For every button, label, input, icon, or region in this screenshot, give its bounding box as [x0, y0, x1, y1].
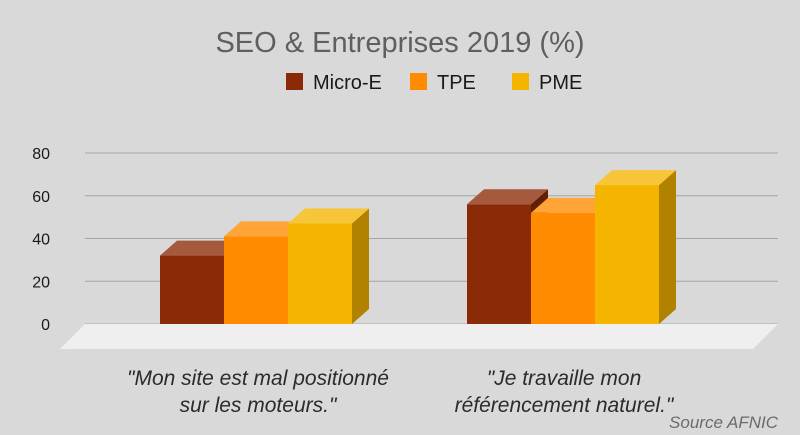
chart-floor	[60, 324, 778, 349]
legend-item: Micro-E	[286, 72, 382, 94]
legend-item: PME	[512, 72, 582, 94]
x-category-label: sur les moteurs."	[180, 394, 338, 417]
legend-swatch	[410, 73, 427, 90]
legend-label: TPE	[437, 72, 476, 94]
bar-side	[659, 170, 676, 324]
y-tick-label: 80	[32, 146, 50, 163]
y-tick-label: 0	[41, 317, 50, 334]
bar-front	[160, 255, 224, 324]
bar-top	[224, 221, 305, 237]
chart-title: SEO & Entreprises 2019 (%)	[215, 27, 584, 59]
legend: Micro-E TPE PME	[286, 72, 582, 94]
legend-label: Micro-E	[313, 72, 382, 94]
legend-swatch	[286, 73, 303, 90]
floor-plane	[60, 324, 778, 349]
source-note: Source AFNIC	[669, 413, 779, 432]
legend-swatch	[512, 73, 529, 90]
bar-front	[595, 185, 659, 324]
x-axis: "Mon site est mal positionné sur les mote…	[127, 367, 675, 417]
y-tick-label: 20	[32, 274, 50, 291]
bar-top	[467, 189, 548, 205]
legend-item: TPE	[410, 72, 476, 94]
bar-side	[352, 208, 369, 324]
bar	[288, 208, 369, 324]
y-tick-label: 60	[32, 189, 50, 206]
bars	[160, 170, 676, 324]
y-tick-label: 40	[32, 232, 50, 249]
legend-label: PME	[539, 72, 582, 94]
x-category-label: "Mon site est mal positionné	[127, 367, 389, 390]
bar-top	[160, 240, 241, 256]
bar	[595, 170, 676, 324]
bar-front	[288, 223, 352, 324]
x-category-label: référencement naturel."	[455, 394, 675, 417]
bar-front	[467, 204, 531, 324]
y-axis: 0 20 40 60 80	[32, 146, 50, 334]
bar-top	[595, 170, 676, 186]
bar-front	[224, 236, 288, 324]
x-category-label: "Je travaille mon	[487, 367, 642, 390]
bar-top	[288, 208, 369, 224]
bar-top	[531, 197, 612, 213]
bar-front	[531, 212, 595, 324]
